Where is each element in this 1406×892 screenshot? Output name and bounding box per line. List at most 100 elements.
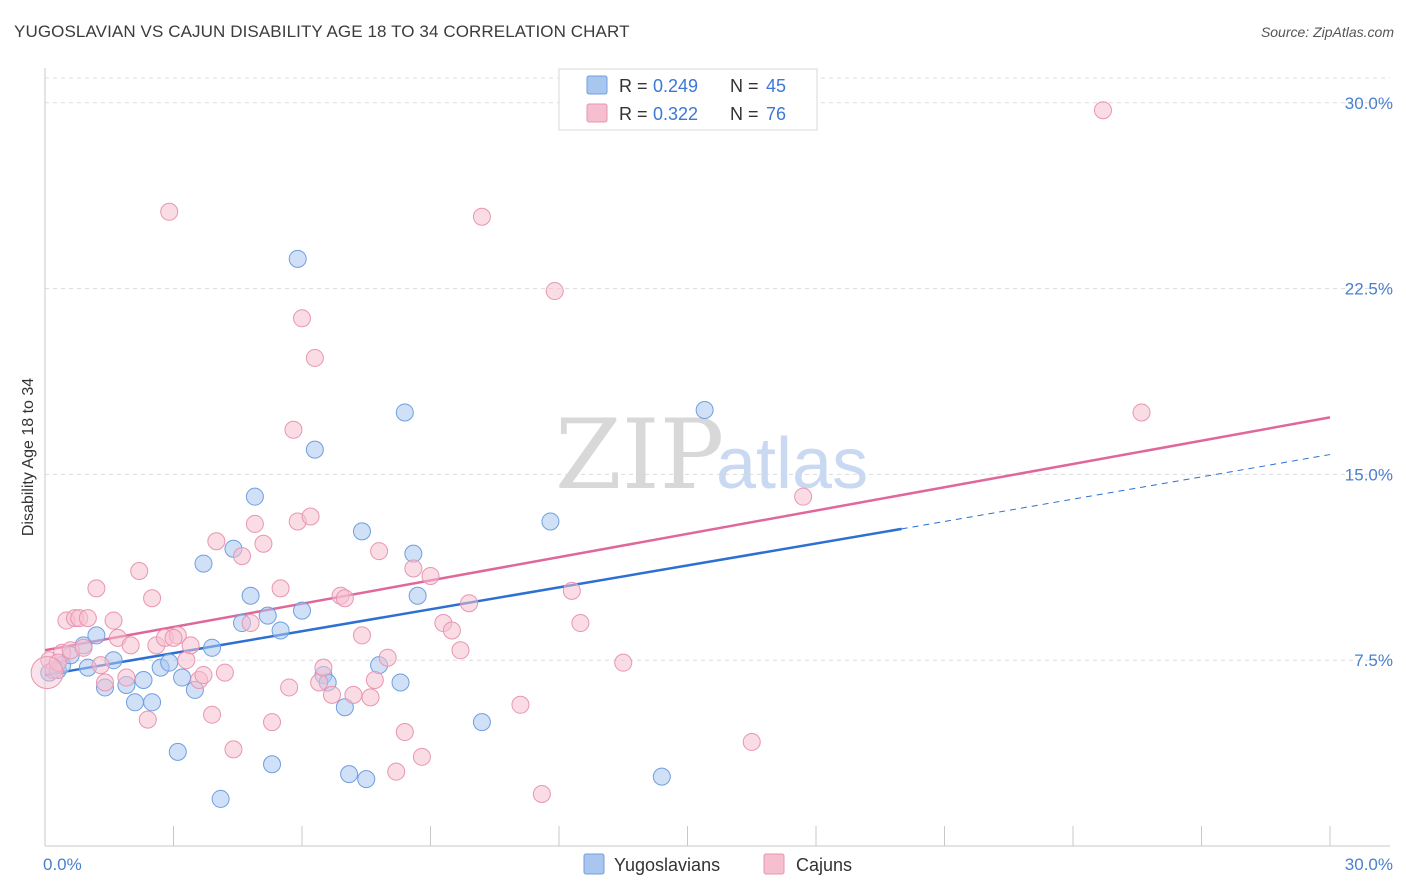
point-cajuns-30 <box>233 547 252 566</box>
point-yugoslavians-36 <box>357 770 376 789</box>
legend-r-value-1: 0.322 <box>653 104 698 124</box>
point-cajuns-16 <box>138 710 157 729</box>
point-cajuns-61 <box>460 594 479 613</box>
point-yugoslavians-18 <box>194 554 213 573</box>
point-cajuns-56 <box>412 747 431 766</box>
legend-r-label-1: R = <box>619 104 648 124</box>
point-yugoslavians-30 <box>305 440 324 459</box>
gridlines <box>45 77 1390 661</box>
point-yugoslavians-19 <box>203 638 222 657</box>
legend-r-label-0: R = <box>619 76 648 96</box>
point-cajuns-14 <box>121 636 140 655</box>
point-yugoslavians-28 <box>288 249 307 268</box>
point-cajuns-53 <box>387 762 406 781</box>
point-cajuns-39 <box>293 309 311 328</box>
point-cajuns-20 <box>160 202 179 221</box>
legend-swatch-yugoslavians <box>586 75 608 95</box>
bottom-legend: Yugoslavians Cajuns <box>583 853 852 875</box>
point-cajuns-68 <box>614 653 633 672</box>
point-yugoslavians-33 <box>335 698 354 717</box>
y-axis-title: Disability Age 18 to 34 <box>20 378 37 536</box>
x-tick-labels: 0.0% 30.0% <box>43 855 1393 874</box>
point-cajuns-44 <box>322 685 341 704</box>
point-yugoslavians-39 <box>395 403 414 422</box>
y-tick-label-1: 15.0% <box>1345 465 1393 484</box>
legend-n-value-0: 45 <box>766 76 786 96</box>
point-cajuns-51 <box>370 542 389 561</box>
legend-n-label-1: N = <box>730 104 759 124</box>
point-yugoslavians-27 <box>271 621 290 640</box>
point-cajuns-66 <box>562 581 581 600</box>
point-cajuns-17 <box>143 589 162 608</box>
point-cajuns-26 <box>203 705 222 724</box>
y-tick-label-2: 22.5% <box>1345 280 1393 299</box>
point-yugoslavians-20 <box>211 789 230 808</box>
point-yugoslavians-42 <box>472 713 491 732</box>
point-yugoslavians-14 <box>160 653 179 672</box>
point-cajuns-46 <box>335 589 354 608</box>
point-yugoslavians-25 <box>258 606 277 625</box>
point-cajuns-11 <box>104 611 123 630</box>
watermark-atlas: atlas <box>716 424 868 504</box>
trendline-cajuns <box>44 416 1331 652</box>
point-yugoslavians-34 <box>340 765 359 784</box>
point-cajuns-8 <box>87 579 106 598</box>
point-cajuns-55 <box>404 559 423 578</box>
point-cajuns-36 <box>280 678 299 697</box>
point-cajuns-35 <box>271 579 290 598</box>
point-cajuns-29 <box>224 740 243 759</box>
point-cajuns-69 <box>742 732 761 751</box>
point-yugoslavians-29 <box>293 601 311 620</box>
point-cajuns-22 <box>177 651 196 670</box>
point-cajuns-40 <box>301 507 320 526</box>
point-yugoslavians-41 <box>408 586 427 605</box>
point-cajuns-31 <box>241 614 260 633</box>
point-cajuns-50 <box>365 671 384 690</box>
chart-title: YUGOSLAVIAN VS CAJUN DISABILITY AGE 18 T… <box>14 22 630 41</box>
y-tick-label-3: 30.0% <box>1345 94 1393 113</box>
point-cajuns-32 <box>245 514 264 533</box>
bottom-legend-swatch-yugoslavians <box>583 853 605 875</box>
point-cajuns-33 <box>254 534 273 553</box>
source-label: Source: ZipAtlas.com <box>1260 24 1394 40</box>
y-tick-labels: 7.5% 15.0% 22.5% 30.0% <box>1345 94 1393 670</box>
point-cajuns-48 <box>352 626 371 645</box>
point-yugoslavians-12 <box>143 693 162 712</box>
point-cajuns-74 <box>74 638 93 657</box>
axes <box>44 68 1390 847</box>
x-tick-label-1: 30.0% <box>1345 855 1393 874</box>
legend-n-label-0: N = <box>730 76 759 96</box>
bottom-legend-label-cajuns: Cajuns <box>796 855 852 875</box>
bottom-legend-label-yugoslavians: Yugoslavians <box>614 855 720 875</box>
point-cajuns-72 <box>1132 403 1151 422</box>
point-cajuns-70 <box>794 487 813 506</box>
point-yugoslavians-11 <box>134 671 153 690</box>
point-cajuns-43 <box>314 658 333 677</box>
point-cajuns-34 <box>263 713 282 732</box>
point-cajuns-7 <box>78 609 97 628</box>
point-cajuns-67 <box>571 614 590 633</box>
point-cajuns-47 <box>344 685 363 704</box>
point-cajuns-57 <box>421 566 440 585</box>
point-yugoslavians-23 <box>241 586 260 605</box>
point-yugoslavians-16 <box>173 668 192 687</box>
point-cajuns-25 <box>194 666 213 685</box>
point-yugoslavians-43 <box>541 512 560 531</box>
point-yugoslavians-6 <box>87 626 106 645</box>
point-cajuns-62 <box>472 207 491 226</box>
point-cajuns-52 <box>378 648 397 667</box>
bottom-legend-swatch-cajuns <box>763 853 785 875</box>
legend-swatch-cajuns <box>586 103 608 123</box>
data-points <box>30 101 1151 808</box>
point-cajuns-64 <box>532 784 551 803</box>
point-cajuns-49 <box>361 688 380 707</box>
point-cajuns-54 <box>395 723 414 742</box>
watermark: ZIP atlas <box>555 399 868 511</box>
point-cajuns-60 <box>451 641 470 660</box>
point-cajuns-27 <box>207 532 226 551</box>
point-cajuns-41 <box>305 348 324 367</box>
point-cajuns-71 <box>1093 101 1112 120</box>
legend-r-value-0: 0.249 <box>653 76 698 96</box>
point-yugoslavians-15 <box>168 742 187 761</box>
